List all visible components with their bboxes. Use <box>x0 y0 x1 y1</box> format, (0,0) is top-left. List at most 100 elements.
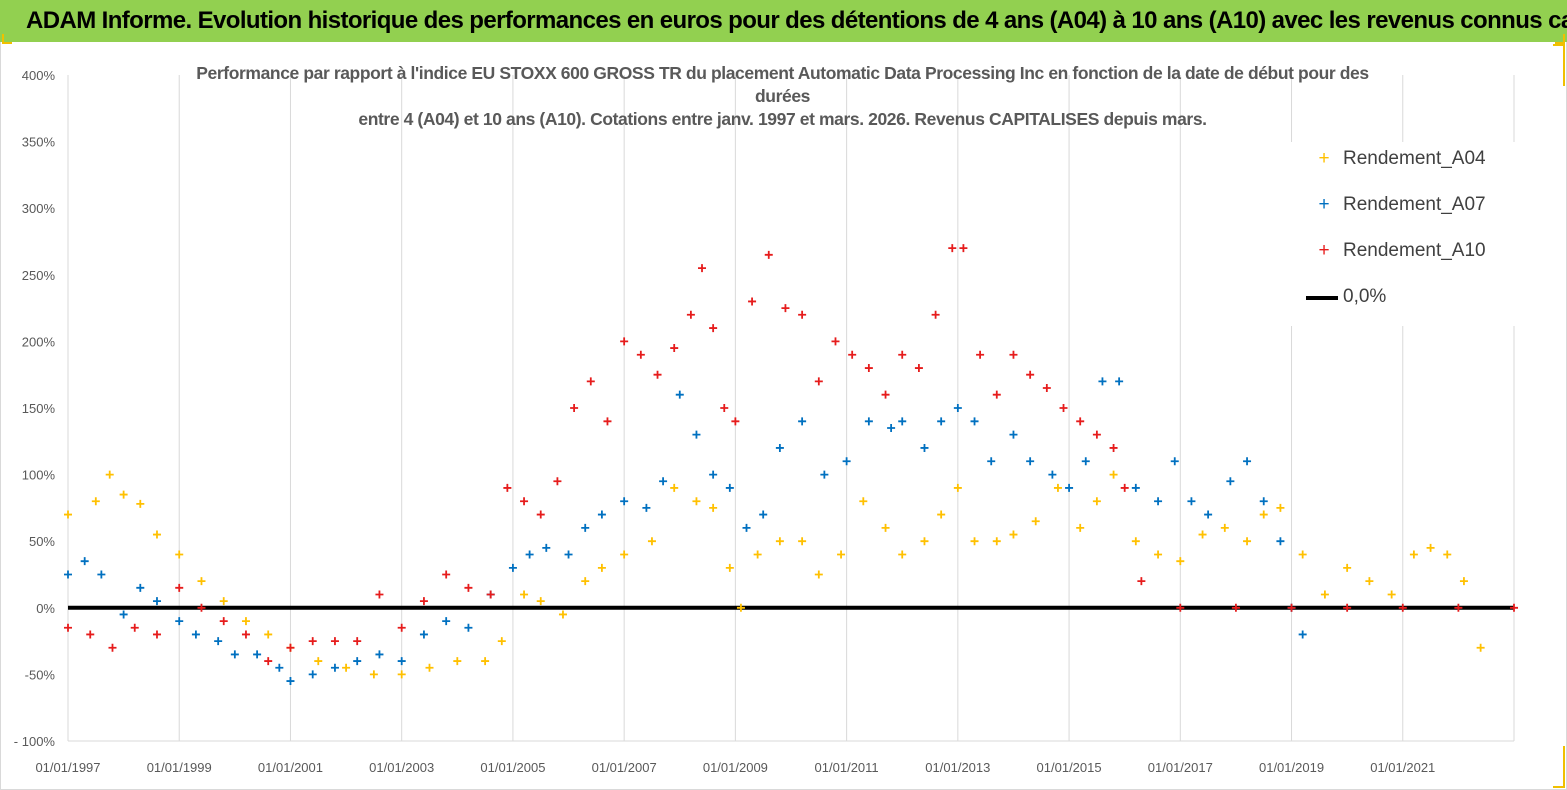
data-point <box>1220 523 1229 532</box>
legend-item-a07: + Rendement_A07 <box>1290 188 1520 234</box>
x-tick-label: 01/01/2001 <box>258 760 323 775</box>
data-point <box>698 264 707 273</box>
data-point <box>620 337 629 346</box>
data-point <box>219 597 228 606</box>
data-point <box>775 443 784 452</box>
data-point <box>542 543 551 552</box>
data-point <box>197 577 206 586</box>
data-point <box>1076 523 1085 532</box>
data-point <box>525 550 534 559</box>
data-point <box>152 597 161 606</box>
data-point <box>898 417 907 426</box>
data-point <box>814 570 823 579</box>
banner-corner-right <box>1555 34 1565 44</box>
data-point <box>636 350 645 359</box>
data-point <box>1476 643 1485 652</box>
data-point <box>275 663 284 672</box>
data-point <box>419 630 428 639</box>
legend-label-zero: 0,0% <box>1343 286 1387 307</box>
data-point <box>80 557 89 566</box>
data-point <box>369 670 378 679</box>
data-point <box>1409 550 1418 559</box>
data-point <box>1398 603 1407 612</box>
data-point <box>898 350 907 359</box>
data-point <box>1009 350 1018 359</box>
data-point <box>659 477 668 486</box>
data-point <box>1154 550 1163 559</box>
data-point <box>497 637 506 646</box>
data-point <box>1026 457 1035 466</box>
y-tick-label: - 100% <box>14 734 56 749</box>
data-point <box>253 650 262 659</box>
data-point <box>175 583 184 592</box>
data-point <box>1459 577 1468 586</box>
data-point <box>453 657 462 666</box>
data-point <box>397 623 406 632</box>
data-point <box>197 603 206 612</box>
axis-labels: - 100% -50% 0% 50% 100% 150% 200% 250% 300% 350% 4… <box>14 68 1436 775</box>
data-point <box>842 457 851 466</box>
data-point <box>397 657 406 666</box>
data-point <box>1320 590 1329 599</box>
data-point <box>1343 603 1352 612</box>
data-point <box>425 663 434 672</box>
frame-corner-bottom-right <box>1553 746 1565 788</box>
data-point <box>725 563 734 572</box>
x-tick-label: 01/01/1999 <box>147 760 212 775</box>
data-point <box>864 364 873 373</box>
data-point <box>1109 470 1118 479</box>
data-point <box>1298 630 1307 639</box>
y-tick-label: 100% <box>22 468 56 483</box>
data-point <box>442 570 451 579</box>
data-point <box>753 550 762 559</box>
data-point <box>775 537 784 546</box>
chart-title-line-2: durées <box>755 86 810 106</box>
data-point <box>1031 517 1040 526</box>
data-point <box>581 523 590 532</box>
x-tick-label: 01/01/2005 <box>480 760 545 775</box>
data-point <box>1443 550 1452 559</box>
data-point <box>481 657 490 666</box>
data-point <box>136 499 145 508</box>
chart-title-line-3: entre 4 (A04) et 10 ans (A10). Cotations… <box>358 109 1207 129</box>
data-point <box>1298 550 1307 559</box>
data-point <box>692 497 701 506</box>
data-point <box>597 563 606 572</box>
data-point <box>798 417 807 426</box>
data-point <box>230 650 239 659</box>
data-point <box>976 350 985 359</box>
data-point <box>647 537 656 546</box>
data-point <box>814 377 823 386</box>
data-point <box>1131 537 1140 546</box>
data-point <box>670 483 679 492</box>
data-point <box>959 244 968 253</box>
data-point <box>948 244 957 253</box>
x-tick-label: 01/01/2015 <box>1037 760 1102 775</box>
data-point <box>781 304 790 313</box>
data-point <box>931 310 940 319</box>
x-tick-label: 01/01/2021 <box>1370 760 1435 775</box>
data-point <box>397 670 406 679</box>
data-point <box>898 550 907 559</box>
legend-item-a04: + Rendement_A04 <box>1290 142 1520 188</box>
legend-item-a10: + Rendement_A10 <box>1290 234 1520 280</box>
legend-label-a10: Rendement_A10 <box>1343 240 1486 261</box>
data-point <box>536 597 545 606</box>
data-point <box>720 404 729 412</box>
data-point <box>353 637 362 646</box>
data-point <box>1231 603 1240 612</box>
y-tick-label: 200% <box>22 334 56 349</box>
x-tick-label: 01/01/2009 <box>703 760 768 775</box>
data-point <box>1092 430 1101 439</box>
data-point <box>1243 537 1252 546</box>
data-point <box>686 310 695 319</box>
data-point <box>286 643 295 652</box>
data-point <box>1198 530 1207 539</box>
data-point <box>725 483 734 492</box>
data-point <box>1176 603 1185 612</box>
data-point <box>731 417 740 426</box>
series-Rendement_A04 <box>64 470 1485 679</box>
data-point <box>1426 543 1435 552</box>
data-point <box>375 590 384 599</box>
series-Rendement_A10 <box>64 244 1518 666</box>
